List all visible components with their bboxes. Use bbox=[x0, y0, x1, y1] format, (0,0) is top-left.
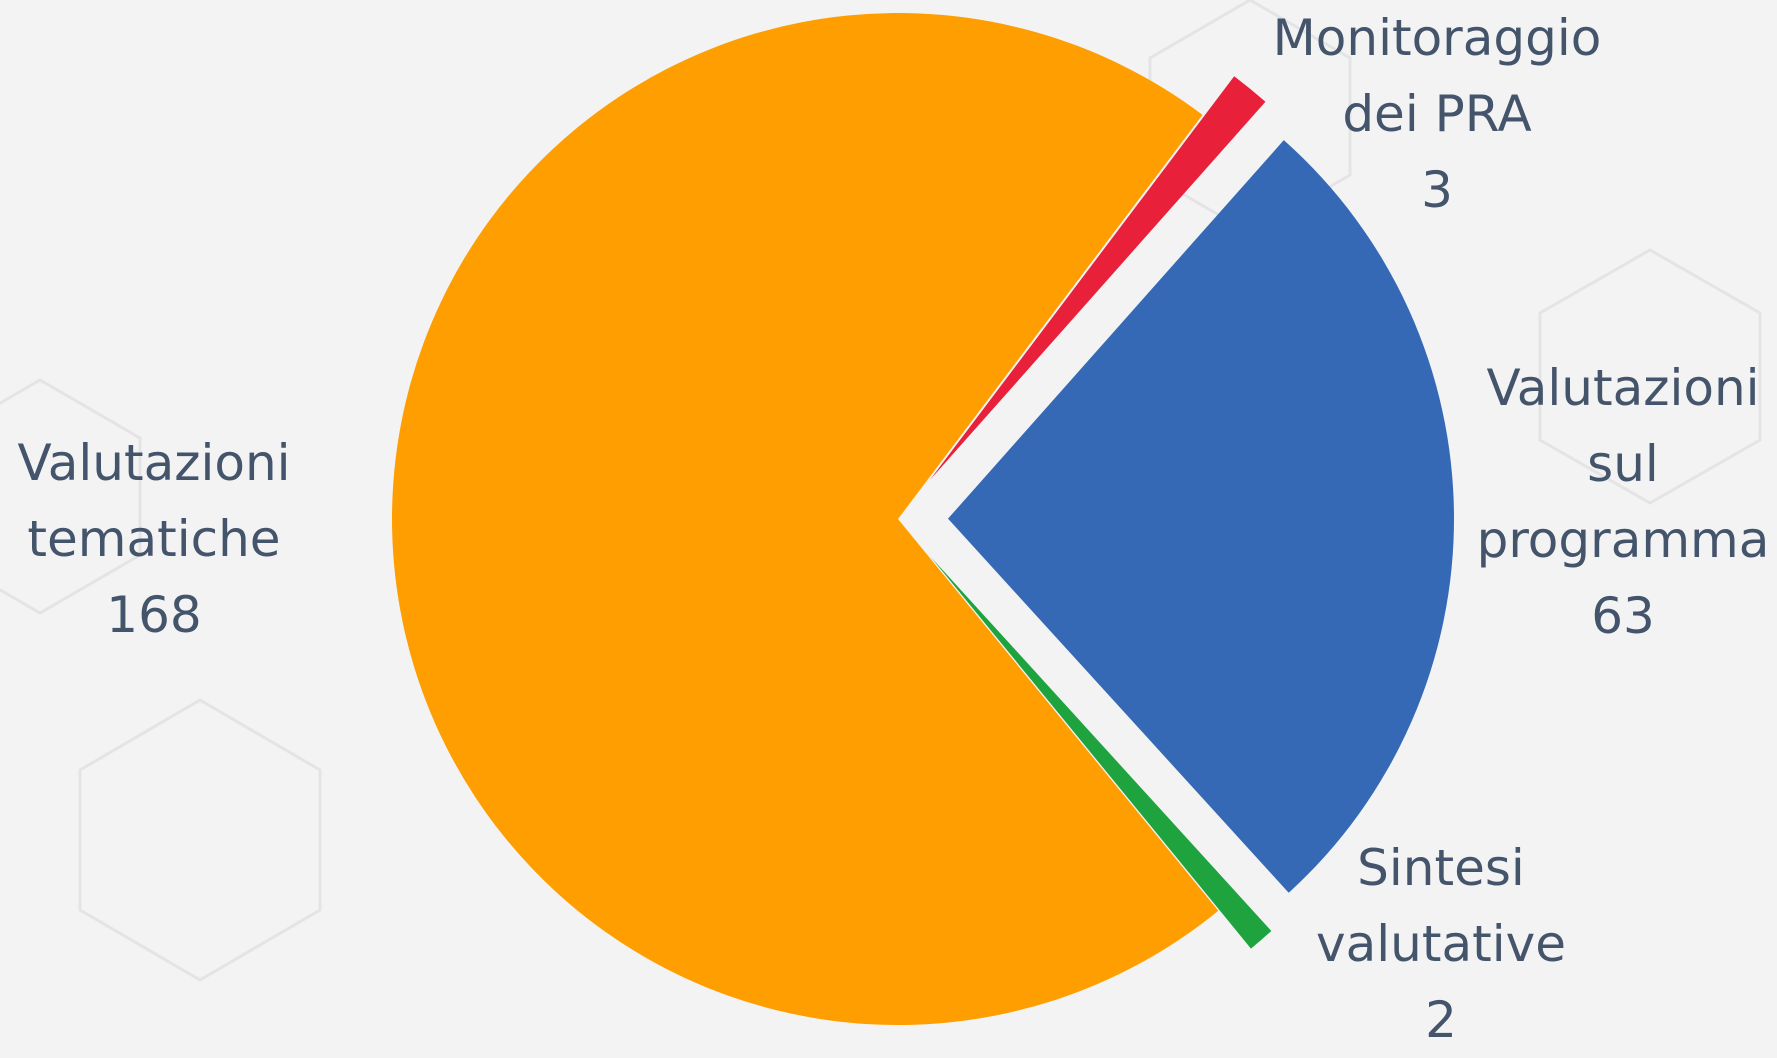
category-label: Valutazioni sul programma bbox=[1476, 359, 1770, 569]
pie-slice bbox=[929, 76, 1266, 481]
value-label: 168 bbox=[106, 586, 202, 644]
slice-label: Valutazioni tematiche 168 bbox=[4, 425, 304, 653]
category-label: Valutazioni tematiche bbox=[17, 434, 291, 568]
slice-label: Monitoraggio dei PRA 3 bbox=[1262, 0, 1612, 228]
category-label: Sintesi valutative bbox=[1316, 839, 1566, 973]
pie-slice bbox=[947, 140, 1454, 893]
pie-slice bbox=[392, 12, 1219, 1025]
category-label: Monitoraggio dei PRA bbox=[1272, 9, 1602, 143]
value-label: 2 bbox=[1425, 991, 1457, 1049]
slice-label: Sintesi valutative 2 bbox=[1291, 830, 1591, 1058]
pie-slice bbox=[930, 556, 1272, 949]
value-label: 3 bbox=[1421, 161, 1453, 219]
slice-label: Valutazioni sul programma 63 bbox=[1473, 350, 1773, 654]
value-label: 63 bbox=[1591, 587, 1655, 645]
